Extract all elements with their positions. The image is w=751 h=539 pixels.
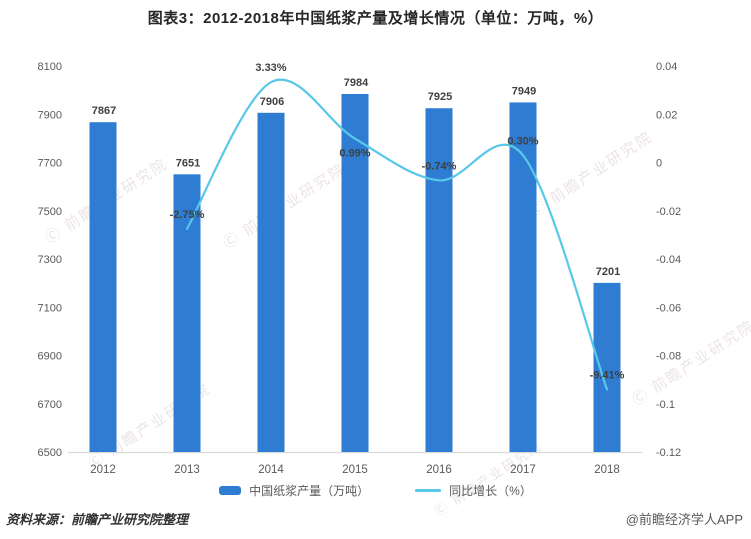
bar-value-label-2017: 7949	[512, 85, 536, 97]
x-axis-label-2014: 2014	[258, 464, 284, 476]
bar-2013	[173, 174, 201, 453]
right-axis-tick-0.04: 0.04	[656, 61, 677, 73]
growth-label-2013: -2.75%	[170, 209, 205, 221]
x-axis-label-2017: 2017	[510, 464, 536, 476]
left-axis-tick-8100: 8100	[38, 61, 62, 73]
bar-value-label-2012: 7867	[92, 105, 116, 117]
right-axis-tick--0.06: -0.06	[656, 302, 681, 314]
bar-value-label-2016: 7925	[428, 91, 452, 103]
left-axis-tick-7500: 7500	[38, 206, 62, 218]
growth-label-2018: -9.41%	[590, 370, 625, 382]
chart-legend: 中国纸浆产量（万吨） 同比增长（%）	[0, 482, 751, 499]
growth-label-2016: -0.74%	[422, 160, 457, 172]
growth-label-2014: 3.33%	[255, 62, 286, 74]
growth-label-2017: 0.30%	[507, 135, 538, 147]
left-axis-tick-7700: 7700	[38, 158, 62, 170]
credit-note: @前瞻经济学人APP	[625, 512, 743, 527]
left-axis-tick-7100: 7100	[38, 302, 62, 314]
growth-line	[185, 78, 609, 391]
page-title: 图表3：2012-2018年中国纸浆产量及增长情况（单位：万吨，%）	[147, 10, 604, 27]
right-axis-tick-0: 0	[656, 158, 662, 170]
bar-value-label-2018: 7201	[596, 266, 620, 278]
left-axis-tick-7300: 7300	[38, 254, 62, 266]
right-axis-tick--0.02: -0.02	[656, 206, 681, 218]
left-axis-tick-6900: 6900	[38, 351, 62, 363]
bar-series-swatch	[219, 486, 242, 495]
legend-item-production: 中国纸浆产量（万吨）	[219, 482, 369, 499]
bar-2015	[341, 93, 369, 453]
bar-value-label-2013: 7651	[176, 157, 200, 169]
right-axis-tick-0.02: 0.02	[656, 109, 677, 121]
left-axis-tick-6500: 6500	[38, 447, 62, 459]
source-note: 资料来源：前瞻产业研究院整理	[6, 512, 189, 527]
legend-label-production: 中国纸浆产量（万吨）	[249, 484, 370, 498]
right-axis-tick--0.1: -0.1	[656, 399, 675, 411]
bar-2014	[257, 112, 285, 453]
x-axis-label-2016: 2016	[426, 464, 452, 476]
right-axis-tick--0.12: -0.12	[656, 447, 681, 459]
bar-2016	[425, 108, 453, 452]
x-axis-label-2013: 2013	[174, 464, 200, 476]
bar-2017	[509, 102, 537, 453]
left-axis-tick-7900: 7900	[38, 109, 62, 121]
legend-item-growth: 同比增长（%）	[415, 482, 532, 499]
growth-label-2015: 0.99%	[339, 148, 370, 160]
x-axis-label-2018: 2018	[594, 464, 620, 476]
bar-2012	[89, 122, 117, 453]
right-axis-tick--0.04: -0.04	[656, 254, 681, 266]
x-axis-label-2015: 2015	[342, 464, 368, 476]
bar-value-label-2014: 7906	[260, 96, 284, 108]
line-series-swatch	[415, 489, 442, 492]
x-axis-label-2012: 2012	[90, 464, 116, 476]
right-axis-tick--0.08: -0.08	[656, 351, 681, 363]
bar-value-label-2015: 7984	[344, 77, 369, 89]
bar-2018	[593, 282, 621, 452]
left-axis-tick-6700: 6700	[38, 399, 62, 411]
legend-label-growth: 同比增长（%）	[449, 484, 532, 498]
